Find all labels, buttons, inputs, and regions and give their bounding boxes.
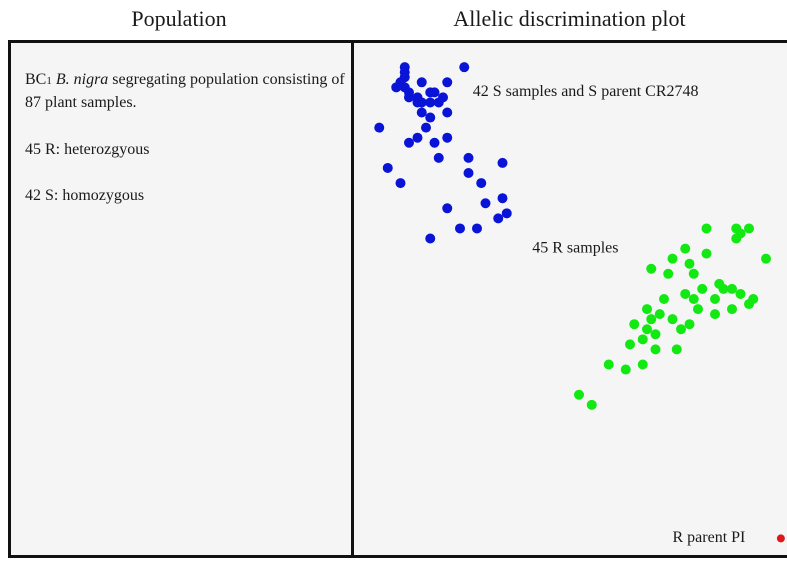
data-point-series-0 (412, 132, 423, 143)
data-point-series-1 (650, 329, 661, 340)
data-point-series-1 (603, 359, 614, 370)
data-point-series-1 (642, 324, 652, 335)
data-point-series-1 (642, 304, 652, 315)
data-point-series-1 (744, 223, 754, 234)
data-point-series-1 (684, 319, 695, 330)
data-point-series-0 (404, 92, 414, 103)
data-point-series-1 (718, 283, 729, 294)
s-count-text: 42 S: homozygous (25, 187, 145, 204)
data-point-series-0 (391, 82, 402, 93)
data-point-series-0 (421, 122, 431, 133)
data-point-series-0 (442, 77, 453, 88)
data-point-series-1 (761, 253, 771, 264)
data-point-series-1 (667, 314, 678, 325)
data-point-series-0 (480, 198, 491, 209)
data-point-series-0 (395, 178, 406, 189)
data-point-series-1 (646, 263, 657, 274)
data-point-series-1 (748, 294, 759, 304)
data-point-series-1 (688, 268, 699, 279)
data-point-series-1 (574, 389, 584, 400)
data-point-series-1 (654, 309, 665, 320)
annotation-label-2: R parent PI (673, 529, 746, 546)
data-point-series-0 (382, 162, 393, 173)
data-point-series-1 (701, 248, 712, 259)
data-point-series-0 (425, 97, 436, 108)
data-point-series-0 (416, 77, 427, 88)
data-point-series-0 (442, 132, 453, 143)
population-title: Population (131, 6, 227, 31)
data-point-series-0 (459, 62, 470, 73)
data-point-series-1 (727, 304, 737, 315)
data-point-series-1 (625, 339, 635, 350)
population-panel: BC1 B. nigra segregating population cons… (8, 40, 354, 558)
data-point-series-1 (710, 294, 720, 304)
population-description: BC1 B. nigra segregating population cons… (25, 69, 345, 113)
data-point-series-0 (429, 87, 440, 98)
data-point-series-1 (684, 258, 695, 269)
population-description-rest: segregating population consisting of 87 … (25, 71, 345, 111)
species-name: B. nigra (55, 71, 109, 88)
data-point-series-0 (404, 137, 414, 148)
data-point-series-1 (637, 334, 648, 345)
data-point-series-0 (442, 203, 453, 214)
data-point-series-1 (680, 243, 691, 254)
data-point-series-1 (676, 324, 686, 335)
data-point-series-1 (697, 283, 708, 294)
data-point-series-0 (433, 97, 444, 108)
data-point-series-1 (710, 309, 720, 320)
data-point-series-0 (463, 168, 474, 178)
data-point-series-0 (463, 152, 474, 163)
data-point-series-1 (663, 268, 674, 279)
data-point-series-1 (727, 283, 737, 294)
data-point-series-0 (472, 223, 482, 234)
data-point-series-1 (735, 288, 746, 299)
data-point-series-0 (497, 157, 508, 168)
plot-title: Allelic discrimination plot (453, 6, 686, 31)
header: Population Allelic discrimination plot (0, 0, 787, 40)
data-point-series-0 (429, 137, 440, 148)
data-point-series-0 (433, 152, 444, 163)
bc-prefix: BC (25, 71, 47, 88)
data-point-series-1 (586, 399, 597, 410)
data-point-series-0 (374, 122, 385, 133)
data-point-series-1 (629, 319, 640, 330)
data-point-series-0 (493, 213, 504, 224)
bc-subscript: 1 (46, 75, 52, 87)
r-count-text: 45 R: heterozgyous (25, 141, 150, 158)
data-point-series-1 (680, 288, 691, 299)
allelic-discrimination-plot: 42 S samples and S parent CR2748 45 R sam… (374, 62, 785, 546)
data-point-series-1 (701, 223, 712, 234)
data-point-series-0 (497, 193, 508, 204)
data-point-series-0 (455, 223, 465, 234)
data-point-series-0 (416, 97, 427, 108)
data-point-series-1 (650, 344, 661, 355)
data-point-series-1 (637, 359, 648, 370)
data-point-series-1 (646, 314, 657, 325)
data-point-series-0 (501, 208, 512, 219)
data-point-series-1 (620, 364, 631, 375)
data-point-series-1 (688, 294, 699, 304)
data-point-series-0 (416, 107, 427, 118)
data-point-series-1 (671, 344, 682, 355)
data-point-series-0 (425, 112, 436, 123)
plot-panel: 42 S samples and S parent CR2748 45 R sam… (351, 40, 787, 558)
data-point-series-1 (667, 253, 678, 264)
data-point-series-1 (731, 233, 742, 244)
data-point-series-1 (659, 294, 669, 304)
data-point-series-2 (776, 534, 785, 543)
annotation-label-0: 42 S samples and S parent CR2748 (473, 83, 699, 100)
annotation-label-1: 45 R samples (532, 239, 618, 256)
data-point-series-0 (442, 107, 453, 118)
data-point-series-1 (693, 304, 703, 315)
data-point-series-0 (476, 178, 487, 189)
data-point-series-0 (425, 233, 436, 244)
